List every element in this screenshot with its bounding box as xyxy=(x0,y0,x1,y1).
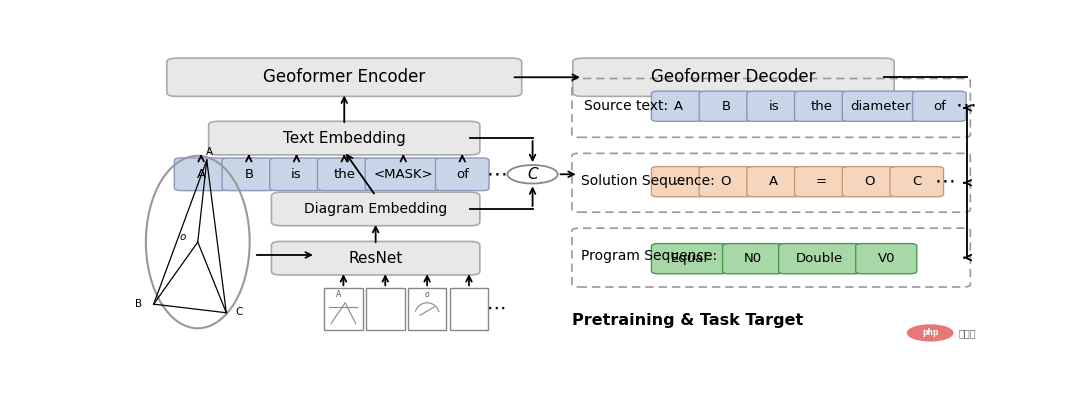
FancyBboxPatch shape xyxy=(365,158,442,191)
FancyBboxPatch shape xyxy=(174,158,228,191)
FancyBboxPatch shape xyxy=(271,192,480,226)
Text: =: = xyxy=(815,175,827,188)
Text: B: B xyxy=(244,168,254,181)
Text: Solution Sequence:: Solution Sequence: xyxy=(581,174,715,188)
FancyBboxPatch shape xyxy=(779,244,861,274)
Text: A: A xyxy=(197,168,205,181)
FancyBboxPatch shape xyxy=(747,91,800,121)
FancyBboxPatch shape xyxy=(723,244,784,274)
Text: Text Embedding: Text Embedding xyxy=(283,130,406,146)
FancyBboxPatch shape xyxy=(913,91,967,121)
Circle shape xyxy=(508,165,557,184)
Text: B: B xyxy=(135,298,143,308)
FancyBboxPatch shape xyxy=(699,166,753,197)
FancyBboxPatch shape xyxy=(408,288,446,330)
FancyBboxPatch shape xyxy=(699,91,753,121)
Circle shape xyxy=(907,324,954,342)
Text: A: A xyxy=(336,290,341,299)
FancyBboxPatch shape xyxy=(842,91,918,121)
Text: Pretraining & Task Target: Pretraining & Task Target xyxy=(571,313,804,328)
Text: B: B xyxy=(721,100,730,113)
FancyBboxPatch shape xyxy=(651,91,705,121)
Text: C: C xyxy=(913,175,921,188)
FancyBboxPatch shape xyxy=(795,166,848,197)
FancyBboxPatch shape xyxy=(795,91,848,121)
FancyBboxPatch shape xyxy=(572,58,894,96)
Text: A: A xyxy=(205,146,213,156)
Text: ResNet: ResNet xyxy=(349,251,403,266)
FancyBboxPatch shape xyxy=(435,158,489,191)
FancyBboxPatch shape xyxy=(366,288,405,330)
Text: ⋯: ⋯ xyxy=(956,96,976,116)
FancyBboxPatch shape xyxy=(222,158,275,191)
Text: ⋯: ⋯ xyxy=(486,164,507,184)
Text: Geoformer Encoder: Geoformer Encoder xyxy=(264,68,426,86)
Text: o: o xyxy=(424,290,430,299)
Text: Double: Double xyxy=(796,252,843,265)
Text: Geoformer Decoder: Geoformer Decoder xyxy=(651,68,815,86)
Text: O: O xyxy=(720,175,731,188)
Text: of: of xyxy=(933,100,946,113)
Text: is: is xyxy=(292,168,301,181)
Text: <MASK>: <MASK> xyxy=(374,168,433,181)
Text: of: of xyxy=(456,168,469,181)
Text: the: the xyxy=(334,168,355,181)
FancyBboxPatch shape xyxy=(842,166,895,197)
Text: ⋯: ⋯ xyxy=(935,171,956,191)
Text: php: php xyxy=(922,328,939,338)
Text: Equal: Equal xyxy=(671,252,708,265)
FancyBboxPatch shape xyxy=(318,158,372,191)
Text: ⋯: ⋯ xyxy=(487,299,507,318)
FancyBboxPatch shape xyxy=(270,158,323,191)
FancyBboxPatch shape xyxy=(271,242,480,275)
FancyBboxPatch shape xyxy=(449,288,488,330)
FancyBboxPatch shape xyxy=(324,288,363,330)
Text: N0: N0 xyxy=(744,252,762,265)
FancyBboxPatch shape xyxy=(166,58,522,96)
Text: Program Sequence:: Program Sequence: xyxy=(581,249,717,263)
Text: O: O xyxy=(864,175,875,188)
Text: C: C xyxy=(527,167,538,182)
FancyBboxPatch shape xyxy=(747,166,800,197)
FancyBboxPatch shape xyxy=(651,166,705,197)
Text: A: A xyxy=(769,175,779,188)
Text: the: the xyxy=(810,100,833,113)
FancyBboxPatch shape xyxy=(855,244,917,274)
FancyBboxPatch shape xyxy=(890,166,944,197)
Text: diameter: diameter xyxy=(850,100,910,113)
Text: C: C xyxy=(235,307,243,317)
Text: A: A xyxy=(674,100,683,113)
Text: V0: V0 xyxy=(877,252,895,265)
Text: ∴: ∴ xyxy=(674,175,683,188)
Text: 中文网: 中文网 xyxy=(959,328,976,338)
Text: Source text:: Source text: xyxy=(583,99,667,113)
FancyBboxPatch shape xyxy=(208,121,480,155)
Text: Diagram Embedding: Diagram Embedding xyxy=(303,202,447,216)
Text: is: is xyxy=(768,100,779,113)
FancyBboxPatch shape xyxy=(651,244,728,274)
Text: o: o xyxy=(179,232,186,242)
